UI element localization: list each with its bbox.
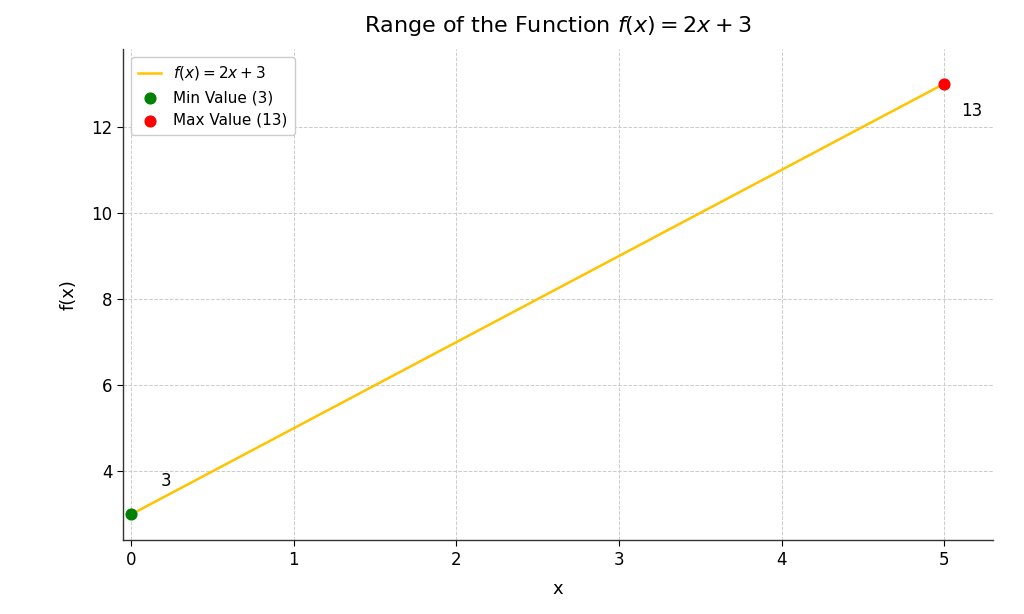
- $f(x) = 2x + 3$: [623, 247, 635, 254]
- $f(x) = 2x + 3$: [938, 80, 950, 87]
- Y-axis label: f(x): f(x): [59, 279, 78, 310]
- Line: $f(x) = 2x + 3$: $f(x) = 2x + 3$: [131, 84, 944, 515]
- Title: Range of the Function $f(x) = 2x + 3$: Range of the Function $f(x) = 2x + 3$: [365, 15, 752, 39]
- Text: 3: 3: [161, 472, 171, 491]
- $f(x) = 2x + 3$: [862, 120, 874, 128]
- $f(x) = 2x + 3$: [810, 147, 822, 155]
- $f(x) = 2x + 3$: [609, 254, 622, 262]
- $f(x) = 2x + 3$: [128, 510, 140, 517]
- $f(x) = 2x + 3$: [606, 255, 618, 263]
- $f(x) = 2x + 3$: [125, 511, 137, 518]
- Min Value (3): [123, 510, 139, 519]
- Legend: $f(x) = 2x + 3$, Min Value (3), Max Value (13): $f(x) = 2x + 3$, Min Value (3), Max Valu…: [130, 56, 295, 135]
- Max Value (13): [936, 79, 952, 88]
- X-axis label: x: x: [553, 580, 563, 598]
- Text: 13: 13: [961, 102, 982, 120]
